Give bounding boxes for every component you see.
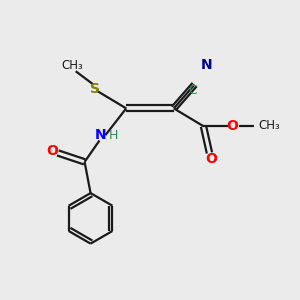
Text: C: C (189, 84, 197, 97)
Text: N: N (94, 128, 106, 142)
Text: O: O (46, 145, 58, 158)
Text: O: O (226, 119, 238, 133)
Text: N: N (201, 58, 212, 72)
Text: S: S (90, 82, 100, 96)
Text: CH₃: CH₃ (259, 119, 280, 132)
Text: O: O (205, 152, 217, 166)
Text: H: H (109, 129, 119, 142)
Text: CH₃: CH₃ (62, 59, 84, 72)
